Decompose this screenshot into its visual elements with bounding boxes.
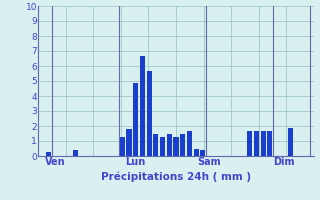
Bar: [153, 134, 158, 156]
Bar: [73, 150, 78, 156]
Bar: [147, 71, 152, 156]
Bar: [247, 130, 252, 156]
Bar: [187, 130, 192, 156]
Bar: [120, 137, 125, 156]
Bar: [46, 152, 51, 156]
Bar: [160, 137, 165, 156]
X-axis label: Précipitations 24h ( mm ): Précipitations 24h ( mm ): [101, 172, 251, 182]
Bar: [194, 148, 199, 156]
Bar: [140, 55, 145, 156]
Bar: [254, 130, 259, 156]
Bar: [261, 130, 266, 156]
Bar: [268, 130, 273, 156]
Bar: [167, 134, 172, 156]
Bar: [180, 134, 185, 156]
Bar: [173, 137, 179, 156]
Bar: [133, 82, 138, 156]
Bar: [288, 128, 292, 156]
Bar: [200, 150, 205, 156]
Bar: [126, 129, 132, 156]
